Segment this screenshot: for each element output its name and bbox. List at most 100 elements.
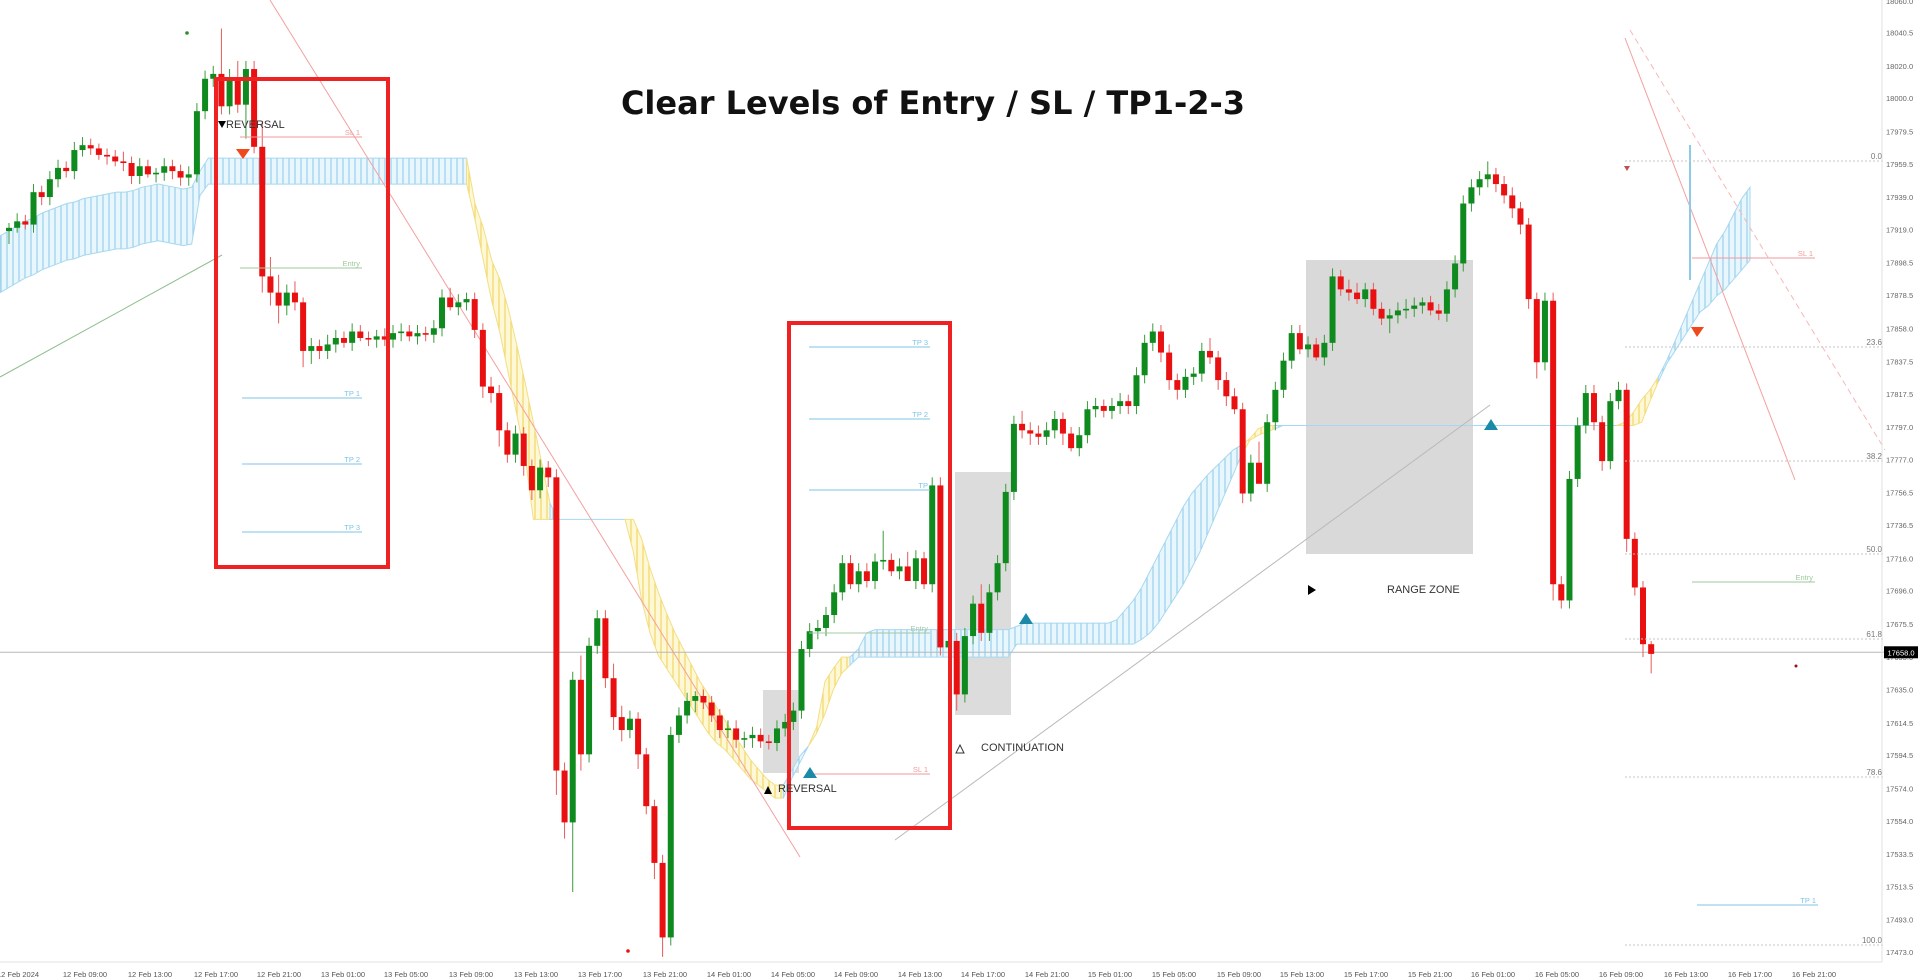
bearish-candle bbox=[1631, 538, 1638, 588]
candles-layer bbox=[6, 28, 1655, 957]
bearish-candle bbox=[618, 717, 625, 731]
bullish-candle bbox=[1468, 187, 1475, 204]
bullish-candle bbox=[1566, 478, 1573, 601]
x-tick-label: 15 Feb 01:00 bbox=[1088, 970, 1132, 979]
bullish-candle bbox=[1108, 406, 1115, 411]
y-tick-label: 17736.5 bbox=[1886, 521, 1913, 530]
bullish-candle bbox=[970, 603, 977, 637]
bearish-candle bbox=[381, 336, 388, 340]
bearish-candle bbox=[545, 467, 552, 478]
y-tick-label: 17473.0 bbox=[1886, 948, 1913, 957]
y-tick-label: 18020.0 bbox=[1886, 62, 1913, 71]
fib-level-label: 23.6 bbox=[1866, 338, 1882, 347]
bearish-candle bbox=[316, 346, 323, 351]
y-tick-label: 17696.0 bbox=[1886, 587, 1913, 596]
bullish-candle bbox=[1329, 276, 1336, 343]
bearish-candle bbox=[1239, 409, 1246, 494]
bearish-candle bbox=[651, 806, 658, 863]
bullish-candle bbox=[1394, 310, 1401, 316]
fib-level-label: 78.6 bbox=[1866, 768, 1882, 777]
x-tick-label: 15 Feb 21:00 bbox=[1408, 970, 1452, 979]
bullish-candle bbox=[242, 69, 249, 105]
x-tick-label: 13 Feb 09:00 bbox=[449, 970, 493, 979]
reversal-zone-box bbox=[763, 690, 799, 773]
bearish-candle bbox=[496, 393, 503, 431]
bearish-candle bbox=[488, 386, 495, 394]
bearish-candle bbox=[1640, 587, 1646, 645]
bearish-candle bbox=[291, 292, 298, 303]
bullish-candle bbox=[1541, 300, 1548, 363]
bearish-candle bbox=[1059, 418, 1066, 434]
bullish-candle bbox=[1403, 308, 1410, 311]
bullish-candle bbox=[1010, 423, 1017, 492]
bullish-candle bbox=[823, 615, 829, 628]
bearish-candle bbox=[251, 69, 258, 147]
bearish-candle bbox=[1215, 357, 1222, 381]
bullish-candle bbox=[1582, 393, 1589, 426]
bullish-candle bbox=[855, 571, 862, 585]
y-tick-label: 17635.0 bbox=[1886, 686, 1913, 695]
bullish-candle bbox=[46, 179, 53, 198]
range-zone-marker-icon bbox=[1308, 585, 1316, 595]
bearish-candle bbox=[602, 618, 609, 679]
x-tick-label: 12 Feb 17:00 bbox=[194, 970, 238, 979]
y-tick-label: 17533.5 bbox=[1886, 850, 1913, 859]
bearish-candle bbox=[1027, 430, 1034, 434]
x-tick-label: 16 Feb 13:00 bbox=[1664, 970, 1708, 979]
bearish-candle bbox=[1370, 289, 1377, 309]
right-tp1-label: TP 1 bbox=[1800, 896, 1816, 905]
bearish-candle bbox=[406, 331, 413, 337]
y-tick-label: 18040.5 bbox=[1886, 29, 1913, 38]
bearish-candle bbox=[128, 163, 135, 176]
bullish-candle bbox=[283, 292, 290, 306]
x-tick-label: 16 Feb 05:00 bbox=[1535, 970, 1579, 979]
bearish-candle bbox=[120, 161, 127, 164]
bullish-candle bbox=[1133, 375, 1140, 407]
bullish-candle bbox=[512, 433, 519, 455]
bullish-candle bbox=[773, 728, 780, 744]
bearish-candle bbox=[365, 337, 372, 340]
bullish-candle bbox=[594, 618, 601, 646]
mid-tp3-label: TP 3 bbox=[912, 338, 928, 347]
bearish-candle bbox=[1068, 433, 1075, 449]
bearish-candle bbox=[1378, 308, 1385, 319]
continuation-marker-icon bbox=[955, 743, 965, 754]
bullish-candle bbox=[1092, 406, 1099, 410]
buy-signal-arrow-icon bbox=[1484, 419, 1498, 430]
bearish-candle bbox=[144, 166, 151, 175]
last-price-marker-icon bbox=[1794, 664, 1798, 668]
fib-level-label: 0.0 bbox=[1871, 152, 1883, 161]
bearish-candle bbox=[757, 734, 764, 742]
reversal-left-label: REVERSAL bbox=[226, 119, 285, 131]
bearish-candle bbox=[1550, 300, 1557, 585]
sell-signal-arrow-icon bbox=[236, 149, 250, 159]
ichimoku-cloud-layer bbox=[0, 157, 1751, 799]
bullish-cloud-segment bbox=[549, 503, 625, 520]
bearish-candle bbox=[1223, 380, 1230, 397]
bullish-candle bbox=[14, 221, 21, 228]
bullish-candle bbox=[161, 166, 168, 173]
bullish-candle bbox=[389, 333, 396, 340]
bearish-candle bbox=[357, 331, 364, 338]
bearish-candle bbox=[22, 221, 29, 225]
x-tick-label: 15 Feb 13:00 bbox=[1280, 970, 1324, 979]
bullish-candle bbox=[1288, 333, 1295, 361]
bearish-candle bbox=[169, 166, 176, 172]
bearish-candle bbox=[888, 559, 895, 572]
bearish-candle bbox=[937, 485, 944, 648]
bullish-candle bbox=[1443, 289, 1450, 314]
bearish-candle bbox=[643, 754, 650, 807]
bullish-candle bbox=[994, 563, 1001, 593]
bearish-candle bbox=[1231, 396, 1238, 410]
bearish-candle bbox=[659, 862, 666, 938]
mid-entry-label: Entry bbox=[910, 624, 928, 633]
bullish-candle bbox=[185, 174, 192, 178]
bearish-candle bbox=[38, 192, 45, 198]
y-tick-label: 18060.0 bbox=[1886, 0, 1913, 6]
bullish-candle bbox=[741, 738, 748, 740]
y-tick-label: 17756.5 bbox=[1886, 489, 1913, 498]
y-tick-label: 17919.0 bbox=[1886, 225, 1913, 234]
bearish-candle bbox=[63, 167, 70, 172]
